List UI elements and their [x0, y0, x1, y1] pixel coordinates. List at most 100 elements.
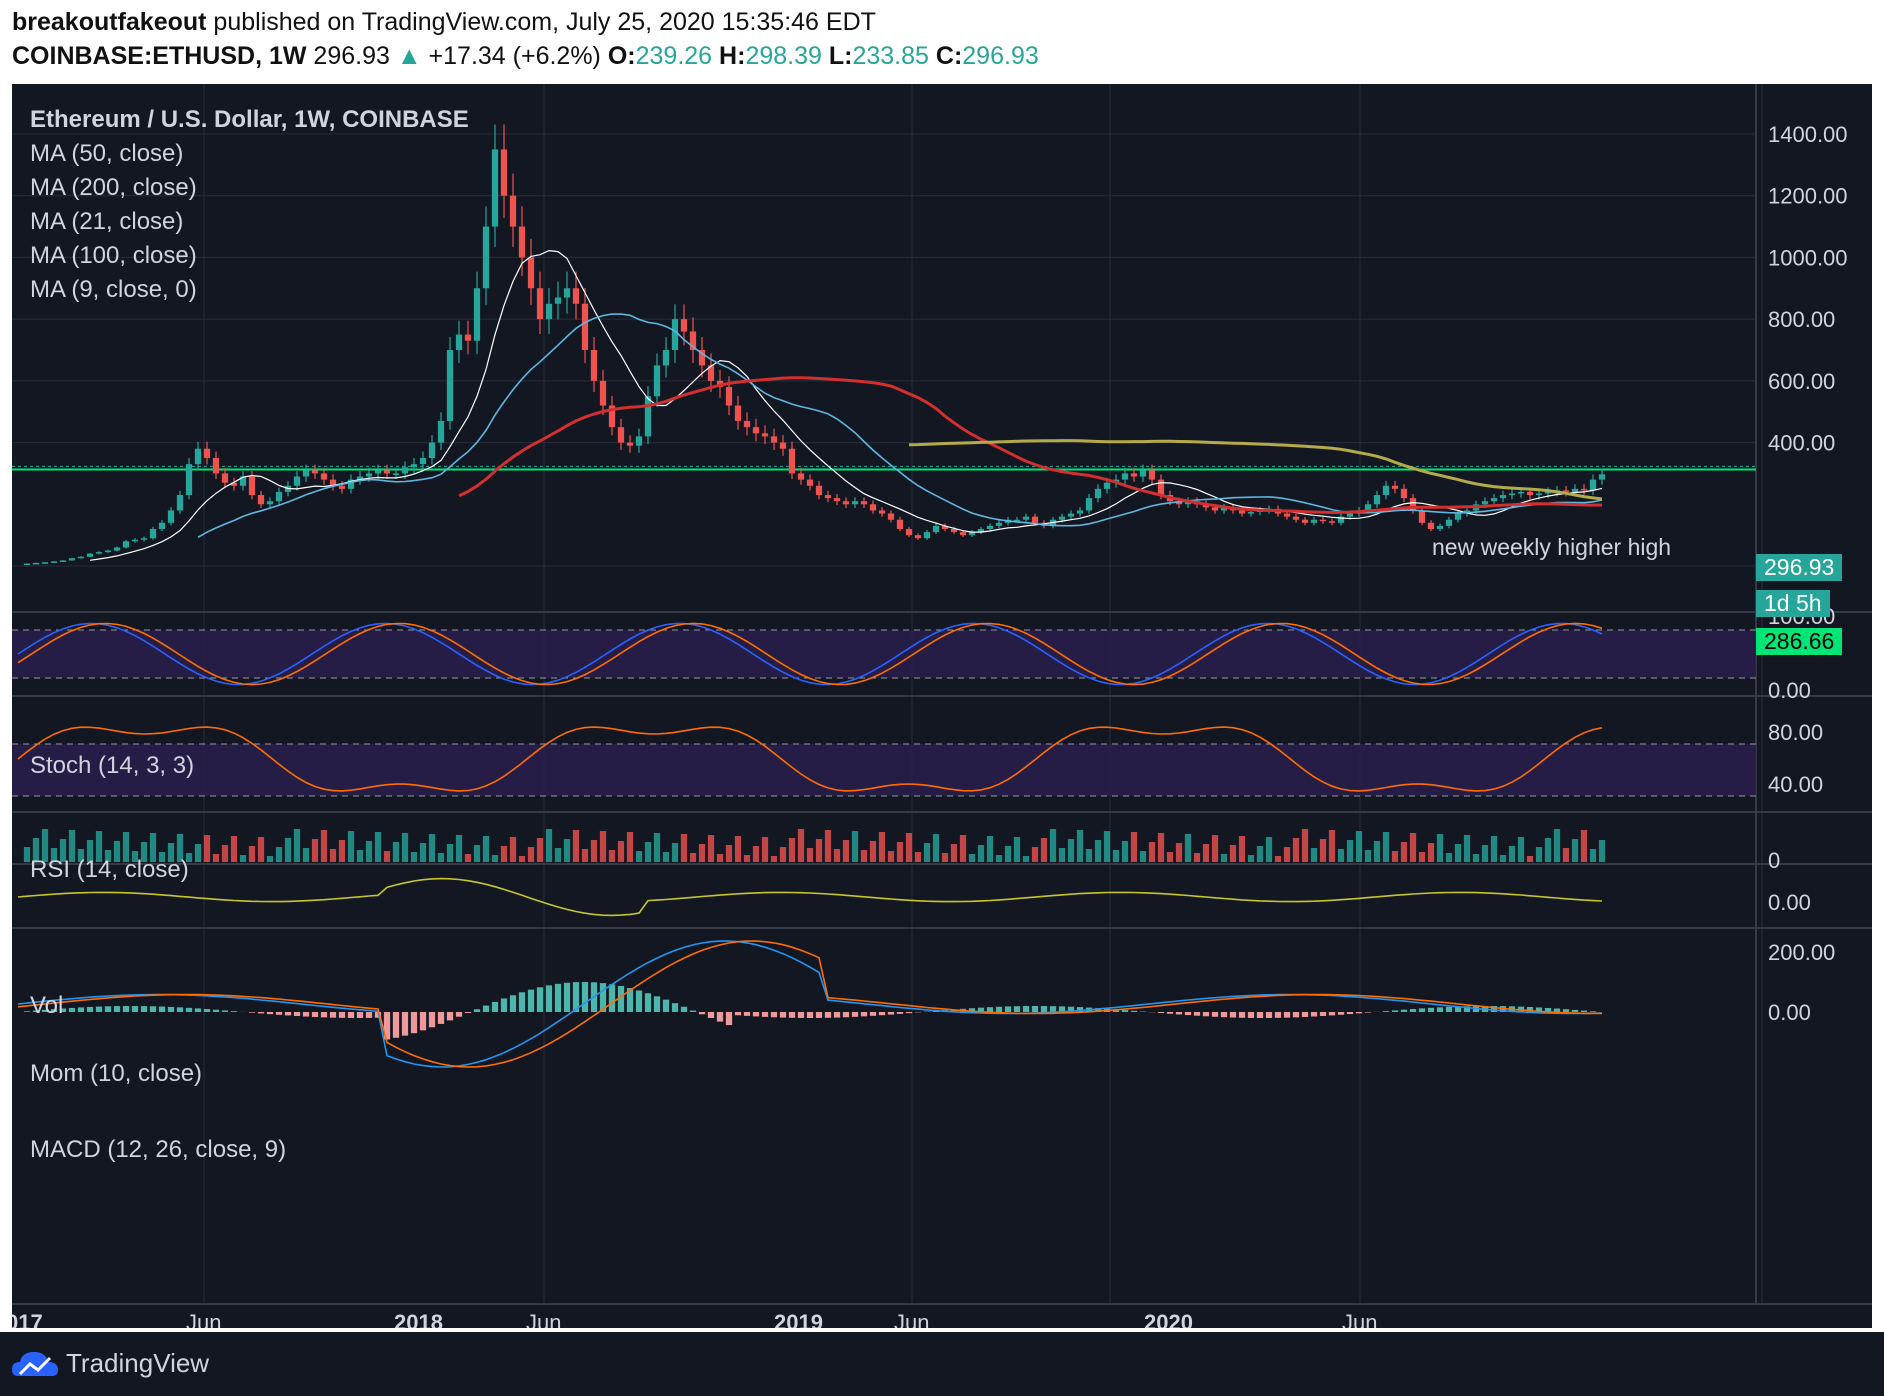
- chart-area[interactable]: 1400.00 1200.00 1000.00 800.00 600.00 400.00 0…: [12, 84, 1872, 1328]
- volume-bar: [1364, 850, 1372, 862]
- volume-bar: [77, 849, 85, 862]
- volume-bar: [869, 841, 877, 862]
- macd-histogram-bar: [1040, 1006, 1048, 1012]
- volume-bar: [635, 851, 643, 862]
- candle-body: [1022, 516, 1030, 520]
- volume-bar: [311, 839, 319, 862]
- macd-histogram-bar: [995, 1006, 1003, 1012]
- candle-body: [500, 149, 508, 196]
- volume-bar: [1310, 848, 1318, 862]
- candle-body: [257, 495, 265, 505]
- volume-bar: [1103, 831, 1111, 862]
- time-tick-label: Jun: [1342, 1310, 1377, 1328]
- tradingview-cloud-icon[interactable]: [10, 1344, 62, 1384]
- macd-histogram-bar: [1400, 1009, 1408, 1012]
- candle-body: [968, 532, 976, 536]
- macd-histogram-bar: [428, 1012, 436, 1028]
- candle-body: [1337, 516, 1345, 523]
- macd-histogram-bar: [419, 1012, 427, 1031]
- macd-histogram-bar: [1562, 1009, 1570, 1012]
- macd-histogram-bar: [680, 1006, 688, 1012]
- volume-bar: [941, 853, 949, 862]
- volume-bar: [662, 852, 670, 862]
- volume-bar: [482, 836, 490, 862]
- volume-bar: [1292, 838, 1300, 862]
- candle-body: [302, 470, 310, 477]
- macd-histogram-bar: [635, 990, 643, 1012]
- macd-histogram-bar: [401, 1012, 409, 1036]
- volume-bar: [428, 834, 436, 862]
- author-name[interactable]: breakoutfakeout: [12, 8, 207, 36]
- legend-mom[interactable]: Mom (10, close): [30, 1060, 203, 1087]
- macd-histogram-bar: [833, 1012, 841, 1018]
- volume-bar: [1166, 852, 1174, 862]
- legend-stoch[interactable]: Stoch (14, 3, 3): [30, 752, 195, 779]
- candle-body: [815, 485, 823, 496]
- macd-histogram-bar: [500, 998, 508, 1012]
- macd-histogram-bar: [1382, 1011, 1390, 1012]
- volume-bar: [608, 850, 616, 862]
- candle-body: [1139, 470, 1147, 477]
- candle-body: [725, 387, 733, 406]
- volume-bar: [1256, 846, 1264, 862]
- candle-body: [131, 539, 139, 542]
- legend-ma-9[interactable]: MA (9, close, 0): [30, 276, 197, 303]
- macd-histogram-bar: [734, 1012, 742, 1016]
- candle-body: [851, 501, 859, 505]
- legend-ma-200[interactable]: MA (200, close): [30, 174, 197, 201]
- candle-body: [158, 522, 166, 529]
- legend-ma-21[interactable]: MA (21, close): [30, 208, 184, 235]
- volume-bar: [761, 837, 769, 862]
- macd-histogram-bar: [1346, 1012, 1354, 1015]
- open-label: O:: [607, 42, 636, 70]
- volume-bar: [68, 830, 76, 862]
- volume-bar: [347, 831, 355, 862]
- candle-body: [149, 528, 157, 539]
- symbol-header: COINBASE:ETHUSD, 1W 296.93 ▲ +17.34 (+6.…: [12, 42, 1039, 71]
- macd-histogram-bar: [212, 1009, 220, 1012]
- high-label: H:: [719, 42, 746, 70]
- volume-bar: [1373, 841, 1381, 862]
- volume-bar: [455, 835, 463, 862]
- legend-macd[interactable]: MACD (12, 26, close, 9): [30, 1136, 287, 1163]
- candle-body: [1562, 490, 1570, 492]
- candle-body: [473, 288, 481, 341]
- candle-body: [1517, 491, 1525, 494]
- candle-body: [338, 485, 346, 489]
- volume-bar: [977, 845, 985, 862]
- macd-line: [17, 940, 1603, 1068]
- macd-histogram-bar: [1211, 1012, 1219, 1017]
- candle-body: [734, 405, 742, 421]
- legend-ma-50[interactable]: MA (50, close): [30, 140, 184, 167]
- volume-bar: [617, 841, 625, 862]
- volume-bar: [644, 842, 652, 862]
- legend-ma-100[interactable]: MA (100, close): [30, 242, 197, 269]
- last-price: 296.93: [313, 42, 390, 70]
- volume-bar: [419, 843, 427, 862]
- volume-bar: [725, 845, 733, 862]
- macd-histogram-bar: [221, 1010, 229, 1012]
- macd-histogram-bar: [725, 1012, 733, 1026]
- candle-body: [1247, 512, 1255, 514]
- footer-brand[interactable]: TradingView: [66, 1348, 210, 1378]
- volume-bar: [32, 838, 40, 862]
- volume-bar: [1445, 853, 1453, 862]
- legend-vol[interactable]: Vol: [30, 992, 64, 1019]
- volume-bar: [1220, 854, 1228, 862]
- macd-histogram-bar: [1445, 1006, 1453, 1012]
- macd-histogram-bar: [1058, 1006, 1066, 1012]
- volume-bar: [1598, 840, 1606, 862]
- candle-body: [1409, 498, 1417, 511]
- volume-bar: [770, 856, 778, 862]
- volume-bar: [1580, 830, 1588, 862]
- macd-histogram-bar: [1292, 1012, 1300, 1018]
- macd-histogram-bar: [338, 1012, 346, 1018]
- macd-histogram-bar: [1490, 1006, 1498, 1012]
- legend-rsi[interactable]: RSI (14, close): [30, 856, 189, 883]
- macd-histogram-bar: [527, 989, 535, 1012]
- candle-body: [608, 405, 616, 428]
- chart-canvas[interactable]: 1400.00 1200.00 1000.00 800.00 600.00 400.00 0…: [12, 84, 1872, 1328]
- candle-body: [1508, 493, 1516, 496]
- high-value: 298.39: [745, 42, 822, 70]
- macd-histogram-bar: [167, 1006, 175, 1012]
